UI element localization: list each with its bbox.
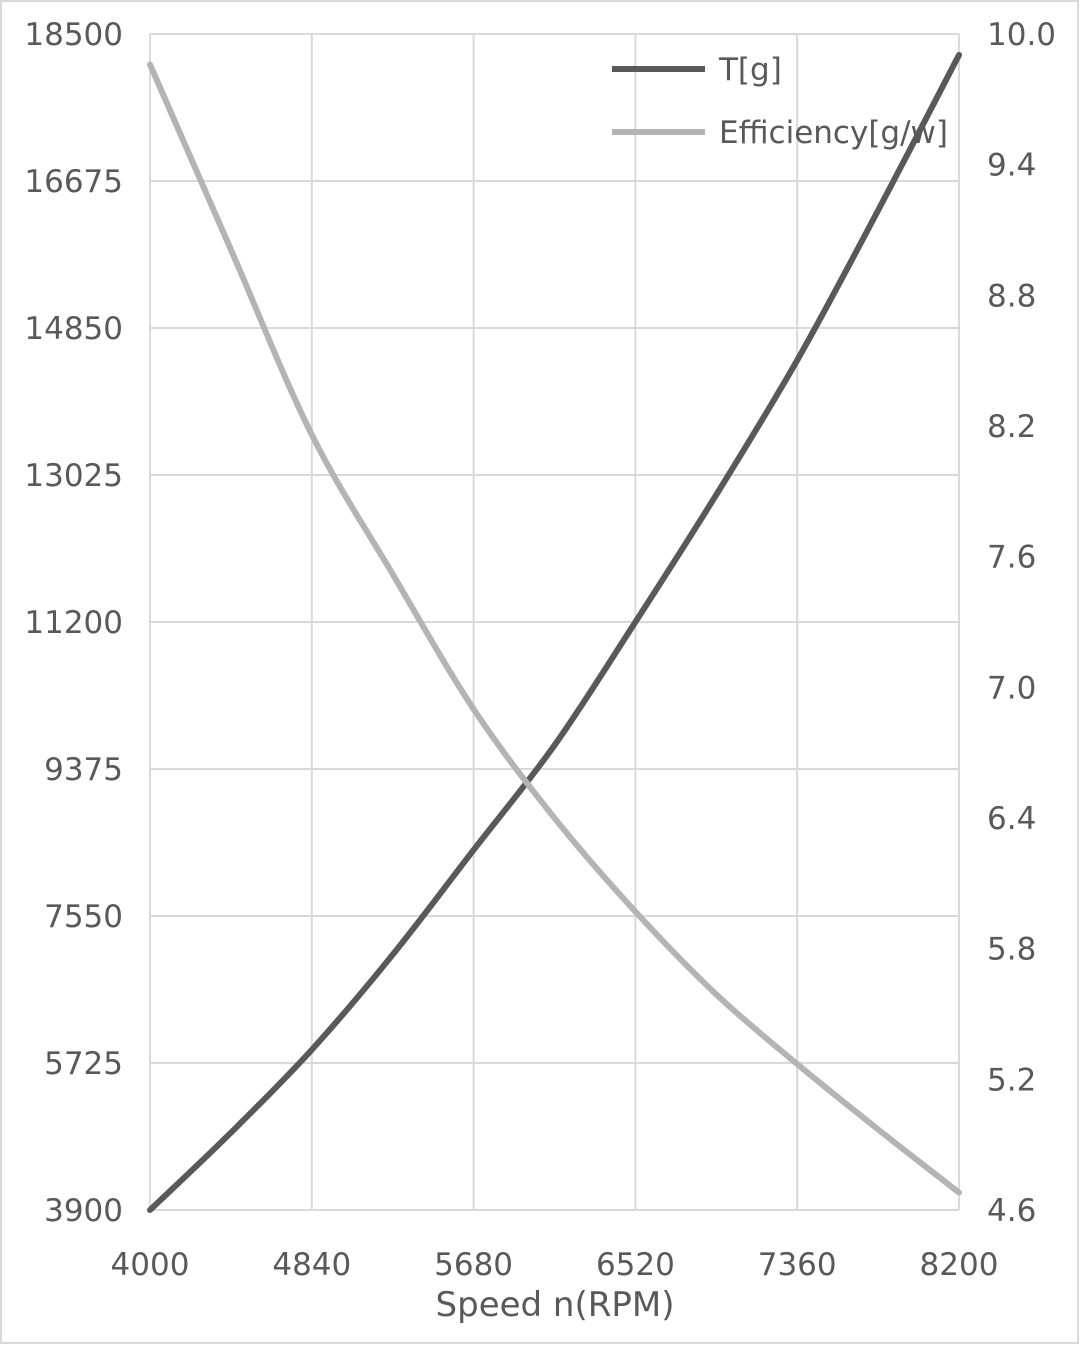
legend: T[g] Efficiency[g/w] (612, 52, 948, 151)
y-tick-label: 7550 (44, 899, 123, 935)
y-tick-label: 13025 (24, 458, 123, 494)
y-tick-label: 18500 (24, 17, 123, 53)
y2-tick-label: 8.8 (987, 278, 1036, 314)
y-tick-label: 11200 (24, 605, 123, 641)
y-tick-label: 5725 (44, 1046, 123, 1082)
x-tick-label: 4000 (111, 1247, 190, 1283)
y2-tick-label: 6.4 (987, 801, 1036, 837)
y-tick-label: 3900 (44, 1193, 123, 1229)
y2-tick-label: 5.2 (987, 1062, 1036, 1098)
y-tick-label: 16675 (24, 164, 123, 200)
y-tick-label: 9375 (44, 752, 123, 788)
y2-tick-label: 7.0 (987, 670, 1036, 706)
x-tick-label: 7360 (758, 1247, 837, 1283)
series-line-1 (147, 61, 962, 1196)
x-tick-label: 5680 (434, 1247, 513, 1283)
y2-tick-label: 4.6 (987, 1193, 1036, 1229)
y2-tick-label: 7.6 (987, 540, 1036, 576)
legend-label: Efficiency[g/w] (719, 115, 948, 151)
series-line-0 (147, 51, 962, 1213)
y2-tick-label: 9.4 (987, 148, 1036, 184)
legend-label: T[g] (718, 52, 782, 88)
x-tick-label: 6520 (596, 1247, 675, 1283)
x-tick-label: 8200 (920, 1247, 999, 1283)
y2-tick-label: 5.8 (987, 932, 1036, 968)
x-axis-title: Speed n(RPM) (436, 1285, 675, 1325)
y-tick-label: 14850 (24, 311, 123, 347)
y2-tick-label: 8.2 (987, 409, 1036, 445)
y2-tick-label: 10.0 (987, 17, 1056, 53)
x-tick-label: 4840 (272, 1247, 351, 1283)
